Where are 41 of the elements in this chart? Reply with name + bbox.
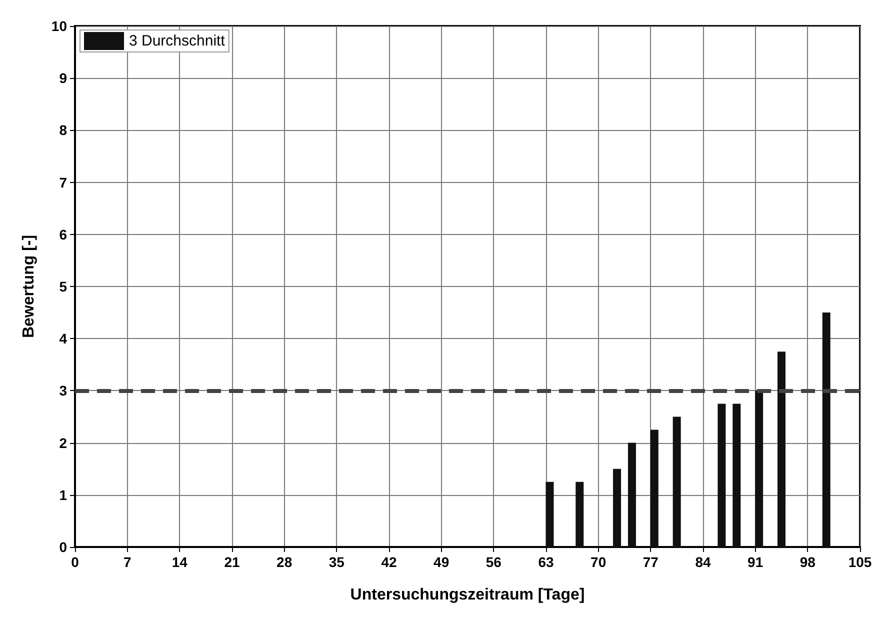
x-tick-label: 0 (71, 554, 80, 570)
y-tick-label: 7 (59, 174, 68, 190)
x-axis-title: Untersuchungszeitraum [Tage] (350, 586, 585, 604)
y-tick-label: 2 (59, 434, 68, 451)
bar (672, 416, 681, 547)
bar (613, 468, 622, 547)
y-tick-label: 1 (59, 486, 68, 503)
bar (822, 312, 830, 547)
y-tick-label: 3 (59, 382, 68, 399)
x-tick-label: 49 (434, 554, 450, 570)
y-tick-label: 9 (59, 70, 68, 86)
y-tick-label: 0 (59, 539, 68, 555)
bar (546, 482, 554, 547)
y-tick-label: 6 (59, 226, 68, 242)
x-tick-label: 28 (276, 554, 292, 570)
x-tick-label: 7 (123, 554, 132, 570)
bar (718, 404, 726, 547)
x-tick-label: 63 (538, 554, 554, 570)
x-tick-label: 14 (172, 554, 188, 570)
bar (628, 442, 636, 547)
x-tick-label: 70 (590, 554, 606, 570)
x-tick-label: 98 (800, 554, 816, 570)
bar (755, 390, 764, 547)
bar (778, 352, 786, 547)
x-tick-label: 35 (328, 554, 345, 570)
x-tick-label: 105 (848, 554, 872, 570)
y-tick-label: 4 (59, 330, 68, 347)
y-tick-label: 8 (59, 122, 68, 138)
bar (650, 430, 658, 547)
x-tick-label: 42 (381, 554, 397, 570)
bar (576, 482, 584, 547)
x-tick-label: 91 (748, 554, 764, 570)
y-tick-label: 5 (59, 278, 68, 294)
y-axis-title: Bewertung [-] (20, 234, 38, 338)
legend-label: 3 Durchschnitt (129, 32, 226, 50)
x-tick-label: 56 (486, 554, 502, 570)
y-tick-label: 10 (51, 18, 68, 34)
x-tick-label: 21 (224, 554, 240, 570)
bar (732, 404, 741, 547)
x-tick-label: 77 (642, 554, 659, 570)
x-tick-label: 84 (695, 554, 711, 570)
